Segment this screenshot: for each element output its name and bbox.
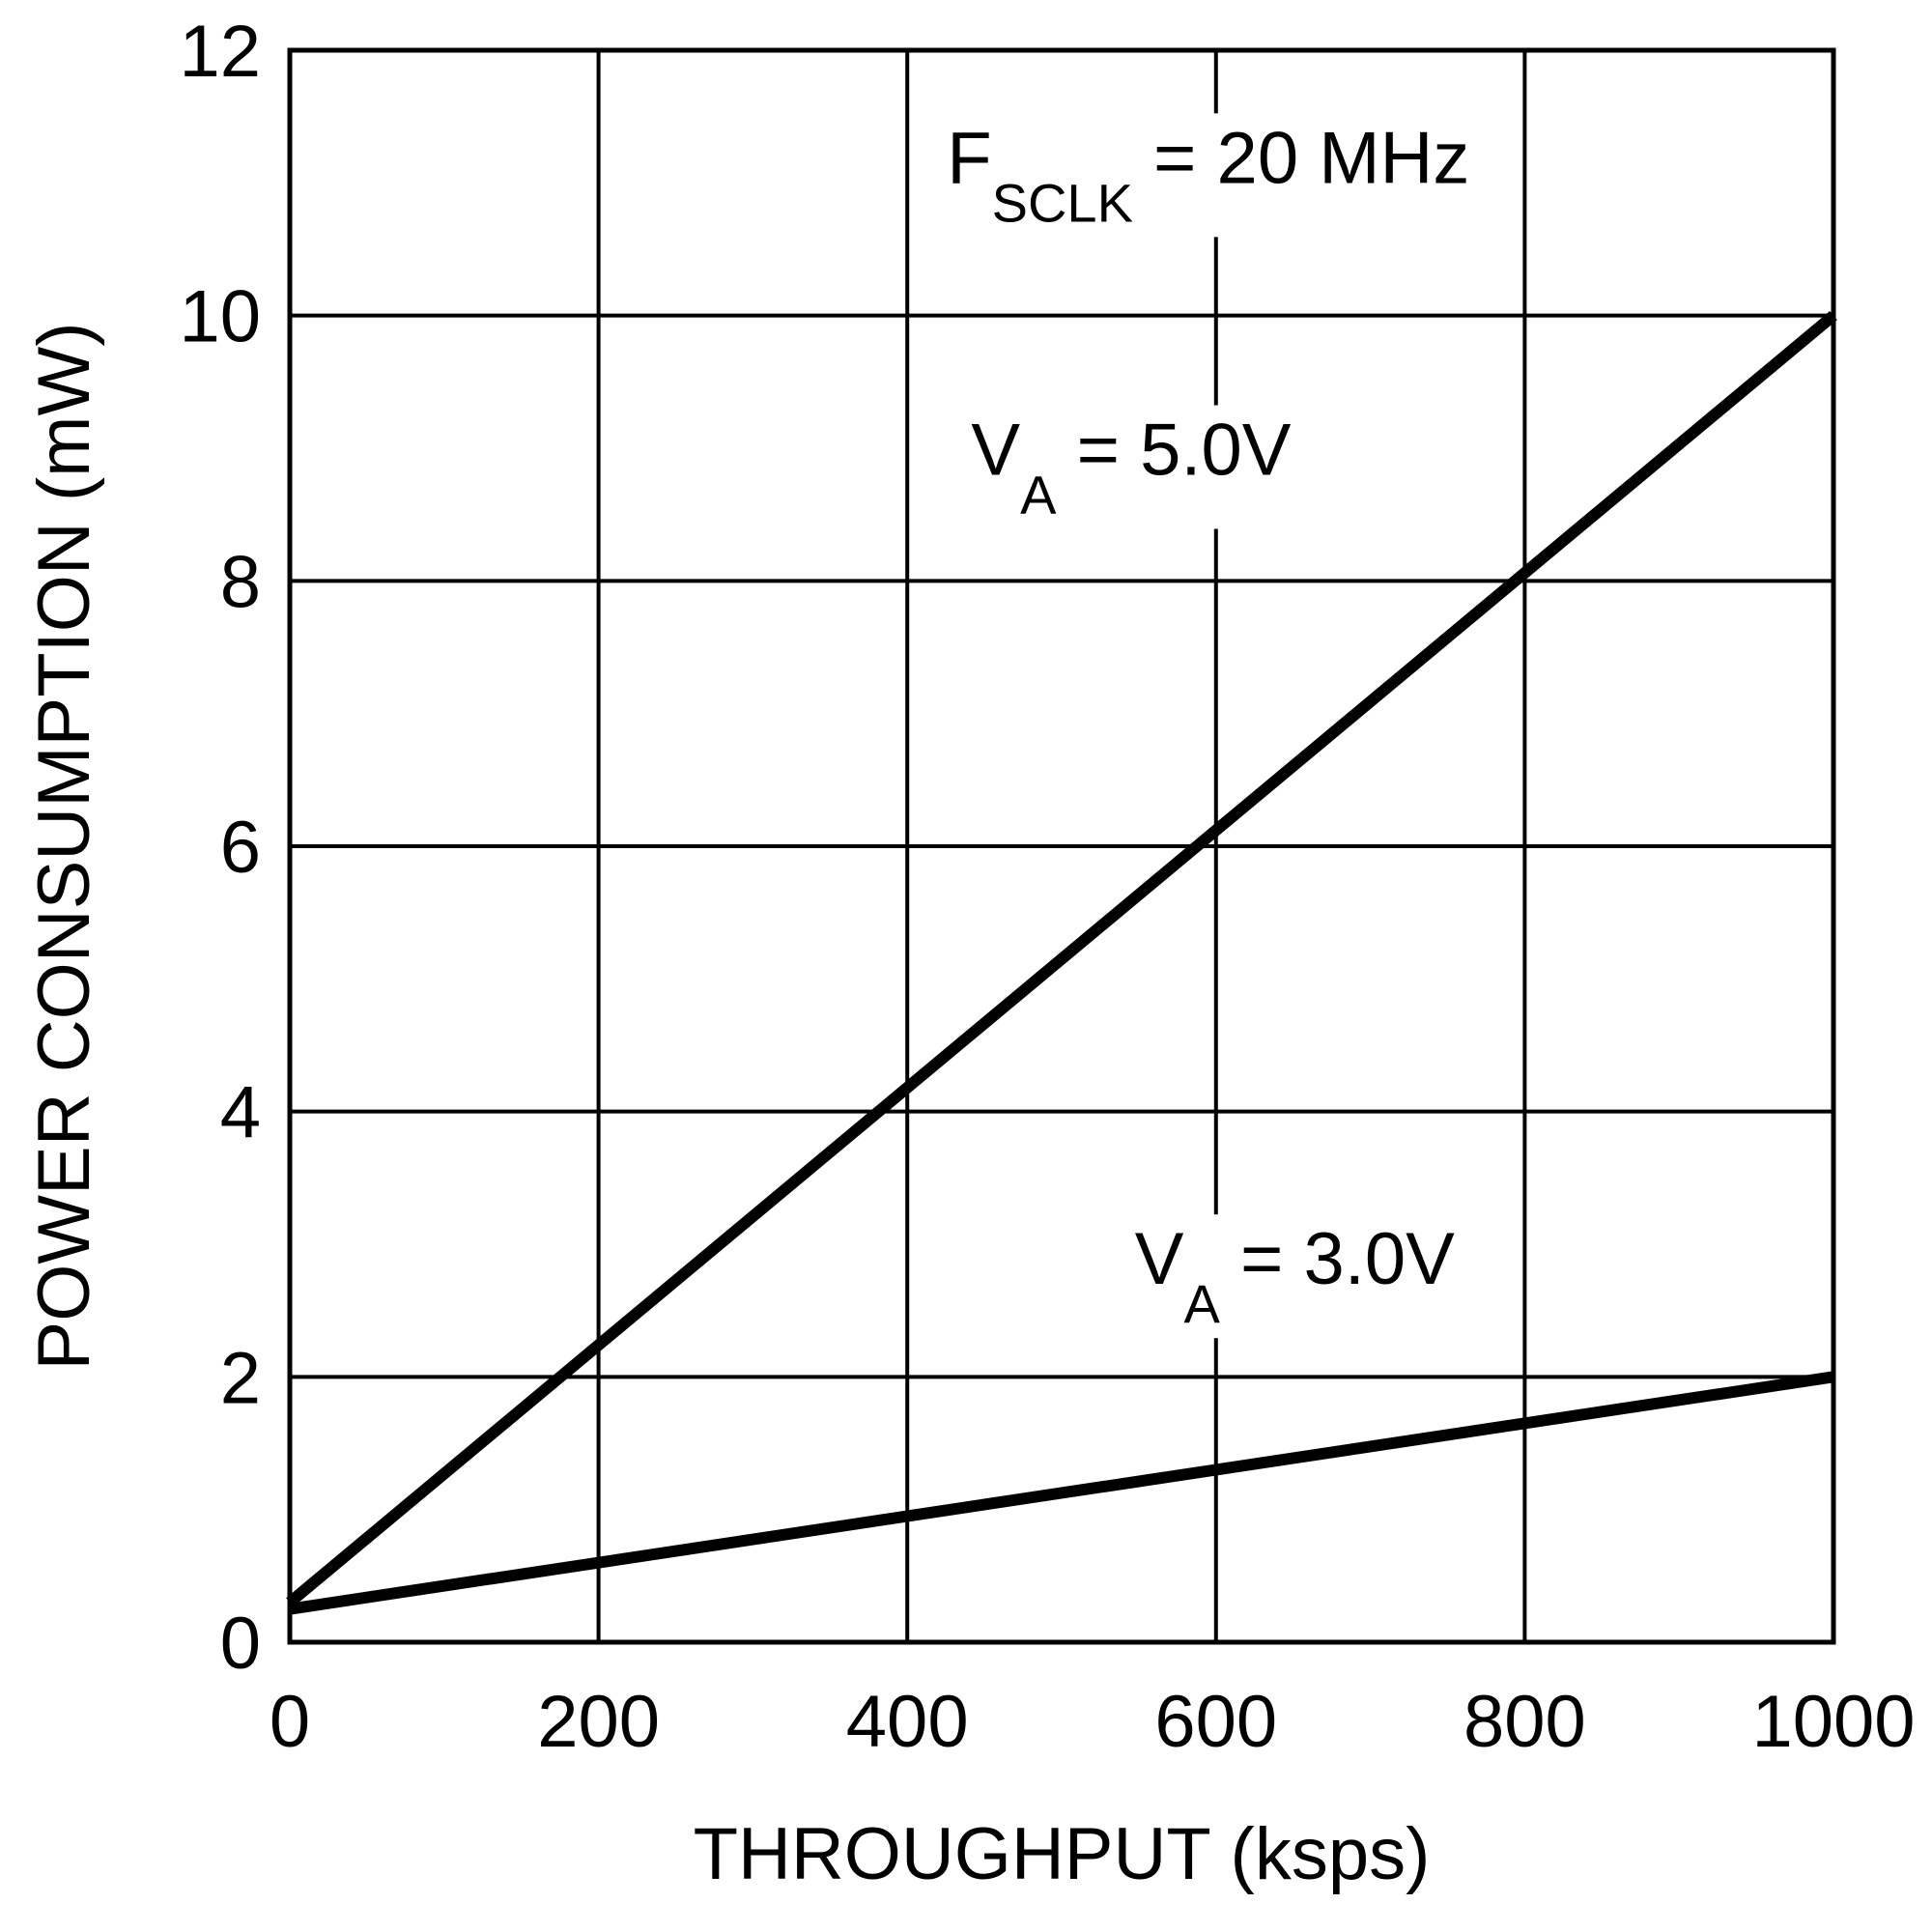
x-tick-label-600: 600: [1154, 1681, 1277, 1763]
y-tick-label-0: 0: [220, 1603, 261, 1685]
series-line-va-3v: [289, 1371, 1834, 1615]
y-axis-title: POWER CONSUMPTION (mW): [23, 322, 105, 1370]
x-tick-label-200: 200: [537, 1681, 660, 1763]
y-tick-label-2: 2: [220, 1337, 261, 1419]
annotation-background: [1124, 1214, 1465, 1339]
x-tick-label-800: 800: [1463, 1681, 1586, 1763]
y-tick-label-6: 6: [220, 807, 261, 889]
annotations: FSCLK = 20 MHz VA = 5.0V VA = 3.0V: [937, 113, 1480, 1339]
x-tick-labels: 0 200 400 600 800 1000: [270, 1681, 1916, 1763]
x-axis-title: THROUGHPUT (ksps): [694, 1813, 1431, 1895]
series-line-va-5v: [286, 311, 1837, 1607]
annotation-background: [961, 405, 1301, 529]
annotation-va5: VA = 5.0V: [971, 409, 1291, 525]
y-tick-label-8: 8: [220, 541, 261, 623]
x-tick-label-1000: 1000: [1751, 1681, 1915, 1763]
annotation-va3: VA = 3.0V: [1135, 1218, 1455, 1334]
annotation-background: [937, 113, 1480, 238]
y-tick-label-4: 4: [220, 1072, 261, 1154]
plot-frame: [287, 47, 1836, 1645]
x-tick-label-400: 400: [846, 1681, 969, 1763]
annotation-fsclk: FSCLK = 20 MHz: [947, 117, 1469, 233]
x-tick-label-0: 0: [270, 1681, 310, 1763]
y-tick-label-10: 10: [179, 276, 261, 358]
y-tick-label-12: 12: [179, 11, 261, 93]
series-layer: [286, 311, 1837, 1615]
y-tick-labels: 0 2 4 6 8 10 12: [179, 11, 261, 1685]
